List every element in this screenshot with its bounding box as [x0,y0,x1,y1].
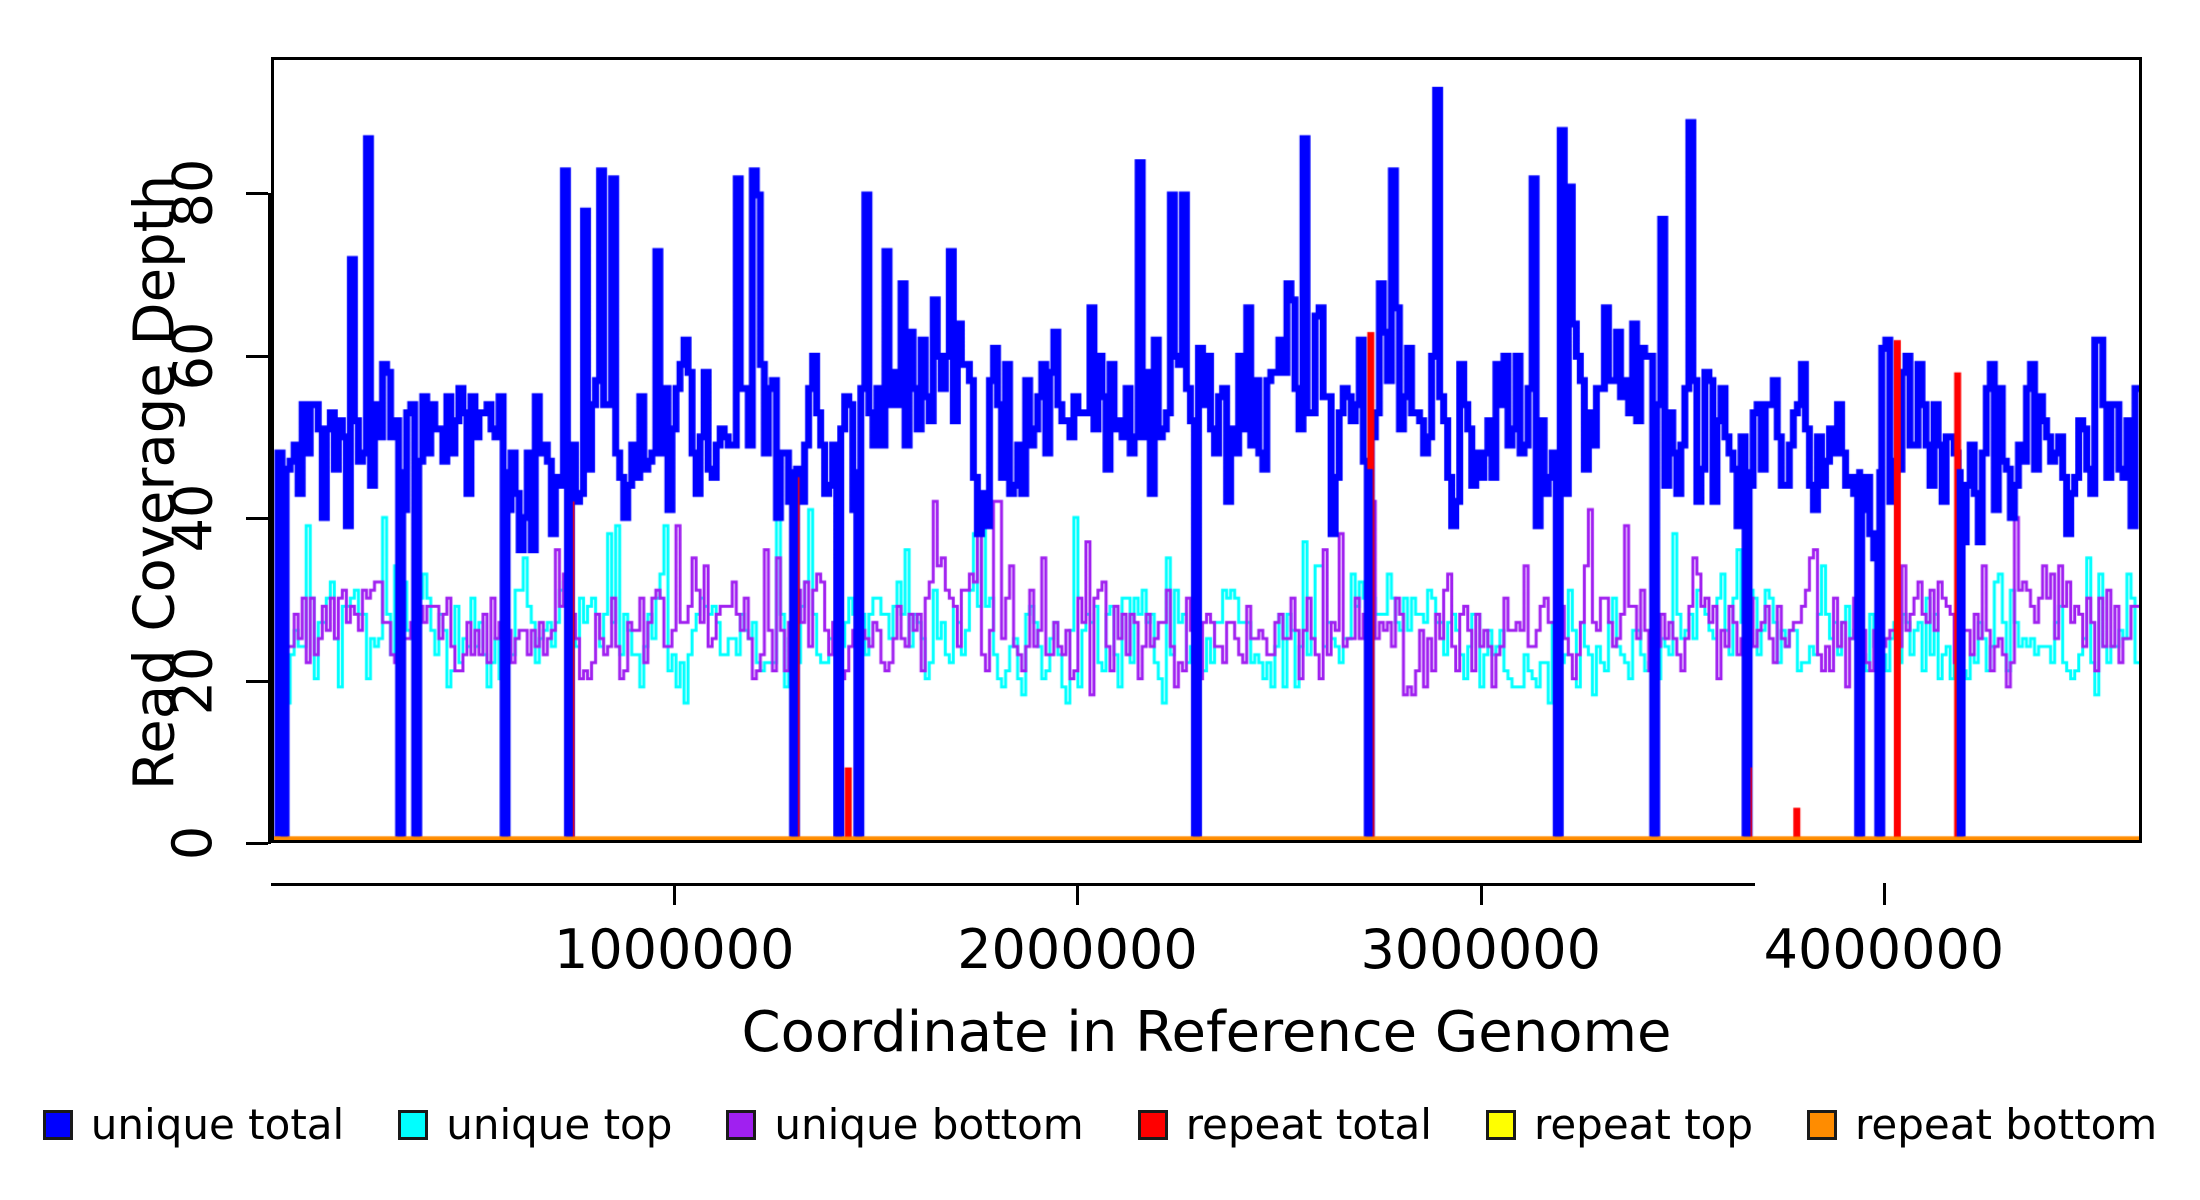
x-axis-tick-label: 3000000 [1360,918,1601,981]
x-axis-tick-label: 2000000 [957,918,1198,981]
legend-swatch-icon [726,1110,757,1140]
x-axis-tick-label: 1000000 [553,918,795,981]
legend-item-label: unique bottom [774,1100,1084,1149]
legend-item: repeat top [1485,1100,1754,1149]
x-axis-tick [1076,883,1080,905]
legend-item: unique bottom [726,1100,1084,1149]
legend-item-label: repeat total [1185,1100,1432,1149]
x-axis-line [271,883,1755,886]
y-axis-tick [246,517,268,520]
y-axis-line [268,193,271,844]
legend-item: unique top [398,1104,672,1146]
legend-item-label: repeat bottom [1855,1100,2158,1149]
x-axis-tick [1882,883,1886,905]
x-axis-title: Coordinate in Reference Genome [741,1000,1672,1065]
coverage-trace-canvas [274,60,2139,840]
legend-item-label: repeat top [1533,1100,1754,1149]
legend-swatch-icon [42,1110,73,1140]
y-axis-tick [246,679,268,683]
legend-item-label: unique total [90,1100,345,1149]
legend: unique total unique top unique bottom repea… [0,1095,2200,1155]
y-axis-tick [246,354,268,358]
legend-swatch-icon [1137,1110,1168,1140]
y-axis-title: Read Coverage Depth [122,174,188,791]
y-axis-tick [246,192,268,195]
legend-item: unique total [42,1100,345,1149]
legend-item: repeat total [1137,1100,1432,1149]
x-axis-tick [1479,883,1483,905]
x-axis-tick [673,883,677,905]
legend-item-label: unique top [446,1100,673,1149]
plot-area [271,57,2142,843]
legend-swatch-icon [1807,1110,1838,1140]
legend-item: repeat bottom [1807,1104,2157,1146]
legend-swatch-icon [1485,1110,1516,1140]
x-axis-tick-label: 4000000 [1763,918,2005,981]
legend-swatch-icon [398,1110,429,1140]
y-axis-tick [246,842,268,845]
